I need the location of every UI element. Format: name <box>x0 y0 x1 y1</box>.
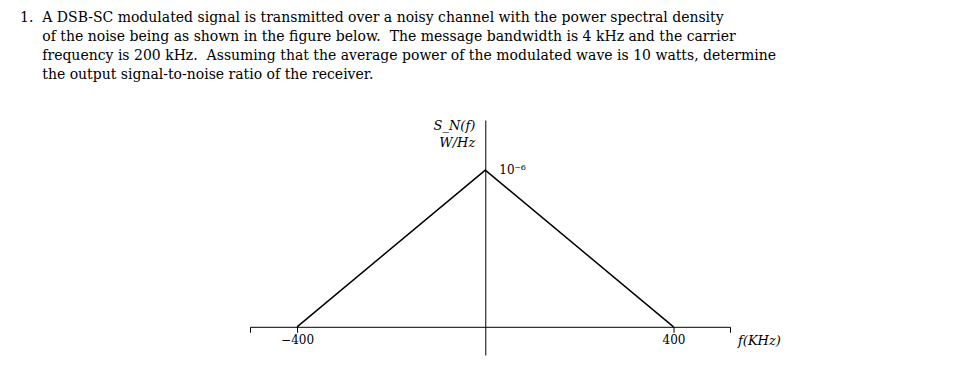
x-tick-label: 400 <box>663 333 686 347</box>
plot-marks <box>297 170 673 327</box>
y-axis <box>485 121 486 356</box>
psd-line <box>297 170 673 327</box>
y-axis-line <box>485 121 486 356</box>
x-axis-line <box>251 327 731 333</box>
problem-text: 1. A DSB-SC modulated signal is transmit… <box>20 9 776 82</box>
x-tick: 400 <box>663 327 686 348</box>
x-axis: −400 400 <box>251 327 731 348</box>
x-tick-label: −400 <box>281 333 314 347</box>
problem-text-line: frequency is 200 kHz. Assuming that the … <box>20 47 776 63</box>
y-axis-title: W/Hz <box>439 135 475 150</box>
x-axis-title: f(KHz) <box>737 333 781 348</box>
chart: 1. A DSB-SC modulated signal is transmit… <box>0 0 978 391</box>
x-tick-mark <box>297 327 298 333</box>
problem-text-line: the output signal-to-noise ratio of the … <box>20 66 373 82</box>
problem-text-line: of the noise being as shown in the figur… <box>20 28 736 44</box>
problem-text-line: 1. A DSB-SC modulated signal is transmit… <box>20 9 724 25</box>
y-axis-title: S_N(f) <box>434 118 476 133</box>
x-tick-mark <box>674 327 675 333</box>
x-tick: −400 <box>281 327 314 348</box>
peak-label: 10⁻⁶ <box>499 163 526 177</box>
